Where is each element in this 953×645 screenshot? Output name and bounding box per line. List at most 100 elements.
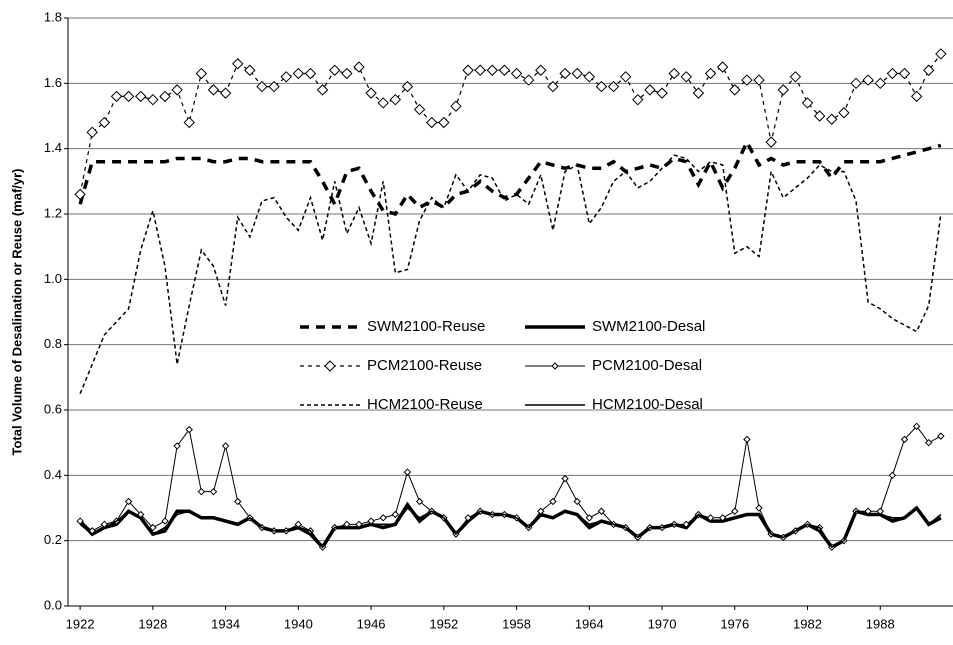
marker — [619, 71, 632, 83]
marker — [692, 87, 705, 99]
marker — [826, 113, 838, 125]
marker — [474, 64, 486, 76]
marker — [583, 71, 596, 83]
marker — [219, 87, 232, 99]
marker — [573, 497, 581, 506]
y-axis-label: Total Volume of Desalination or Reuse (m… — [9, 168, 24, 455]
marker — [341, 67, 353, 80]
marker — [559, 67, 571, 80]
marker — [122, 90, 135, 103]
marker — [304, 67, 317, 80]
marker — [438, 116, 450, 129]
marker — [498, 64, 511, 76]
marker — [86, 126, 98, 139]
marker — [850, 77, 862, 90]
marker — [838, 107, 850, 119]
x-tick-label: 1940 — [284, 616, 313, 631]
marker — [632, 93, 644, 106]
marker — [741, 74, 753, 86]
marker — [159, 90, 171, 103]
marker — [777, 84, 789, 96]
marker — [171, 84, 183, 96]
marker — [789, 71, 802, 83]
marker — [244, 64, 256, 76]
marker — [147, 93, 159, 106]
marker — [585, 514, 594, 522]
legend-label: SWM2100-Desal — [592, 318, 705, 335]
marker — [391, 510, 400, 519]
marker — [753, 74, 765, 86]
marker — [886, 67, 899, 80]
marker — [413, 103, 426, 116]
marker — [935, 48, 947, 60]
marker — [571, 67, 583, 80]
y-tick-label: 1.8 — [44, 9, 62, 24]
marker — [316, 84, 329, 96]
marker — [415, 497, 424, 506]
marker — [425, 116, 438, 129]
legend-marker — [324, 360, 336, 372]
marker — [74, 188, 86, 201]
x-tick-label: 1958 — [502, 616, 531, 631]
marker — [280, 71, 292, 83]
series — [79, 154, 942, 394]
marker — [910, 90, 923, 103]
marker — [900, 435, 909, 444]
marker — [135, 90, 147, 103]
y-tick-label: 1.0 — [44, 271, 62, 286]
marker — [644, 84, 656, 96]
y-tick-label: 0.0 — [44, 597, 62, 612]
y-tick-label: 0.8 — [44, 336, 62, 351]
marker — [365, 87, 377, 99]
marker — [549, 497, 557, 506]
marker — [925, 438, 933, 447]
marker — [256, 80, 268, 93]
marker — [149, 523, 157, 532]
marker — [207, 84, 220, 96]
marker — [923, 64, 935, 76]
marker — [874, 77, 886, 90]
x-tick-label: 1988 — [866, 616, 895, 631]
legend-label: HCM2100-Reuse — [367, 396, 483, 413]
marker — [377, 97, 389, 109]
marker — [607, 80, 620, 93]
marker — [729, 84, 741, 96]
marker — [801, 97, 814, 109]
marker — [232, 58, 244, 70]
marker — [716, 61, 729, 73]
marker — [888, 471, 897, 480]
marker — [813, 110, 826, 122]
x-tick-label: 1964 — [575, 616, 604, 631]
marker — [450, 100, 462, 112]
y-tick-label: 0.4 — [44, 467, 62, 482]
y-tick-label: 1.4 — [44, 140, 62, 155]
x-tick-label: 1976 — [720, 616, 749, 631]
marker — [937, 432, 945, 440]
series — [76, 422, 945, 551]
marker — [292, 67, 305, 80]
series-line — [78, 138, 942, 217]
legend-label: HCM2100-Desal — [592, 396, 703, 413]
x-tick-label: 1946 — [357, 616, 386, 631]
series — [74, 48, 947, 201]
marker — [668, 67, 680, 80]
marker — [403, 468, 412, 476]
legend-label: PCM2100-Desal — [592, 357, 702, 374]
marker — [535, 64, 547, 76]
marker — [597, 507, 606, 515]
marker — [510, 67, 523, 80]
marker — [98, 116, 111, 129]
marker — [743, 435, 751, 444]
marker — [561, 474, 569, 483]
y-tick-label: 1.6 — [44, 75, 62, 90]
marker — [76, 517, 84, 525]
marker — [755, 504, 763, 512]
marker — [195, 67, 208, 80]
marker — [209, 487, 218, 496]
marker — [110, 90, 123, 103]
x-tick-label: 1982 — [793, 616, 822, 631]
x-tick-label: 1922 — [66, 616, 95, 631]
marker — [462, 64, 474, 76]
